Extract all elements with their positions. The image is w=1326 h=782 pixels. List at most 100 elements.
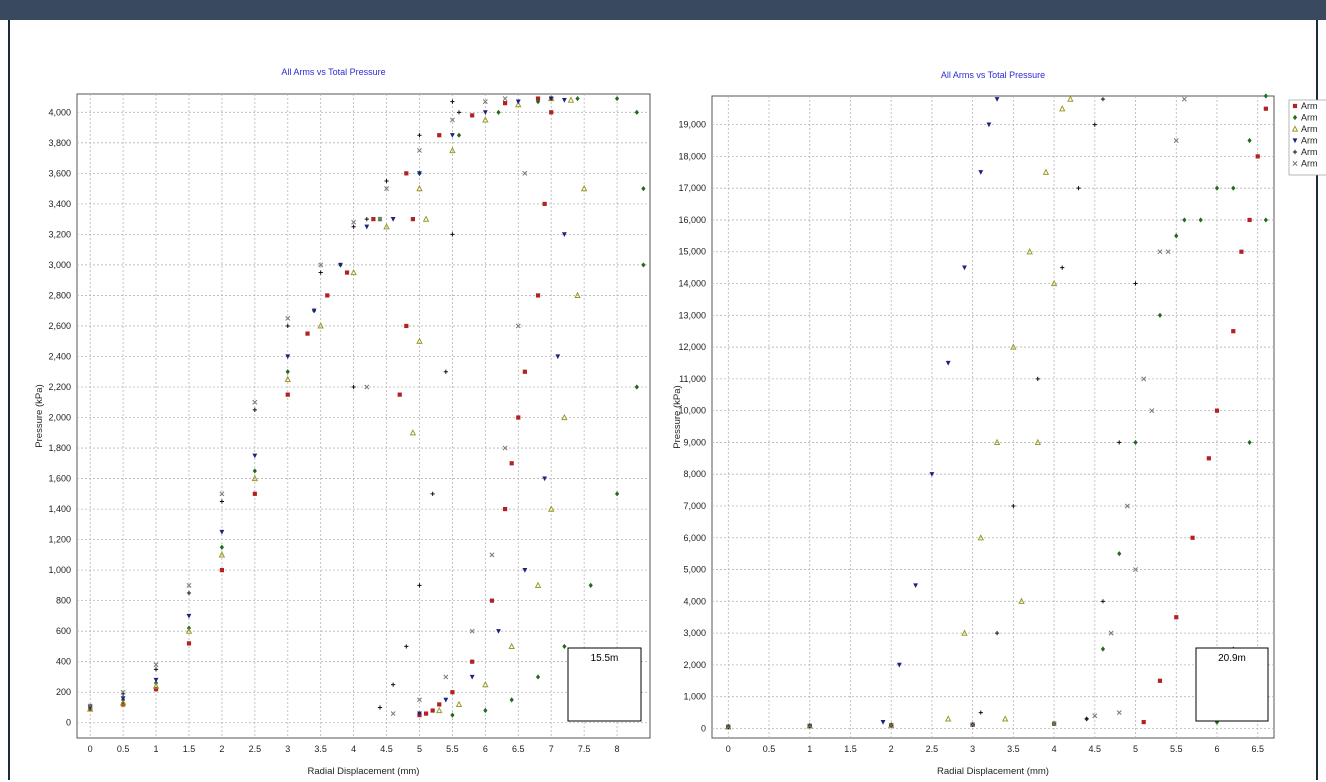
x-tick-label: 4 (351, 744, 356, 754)
data-point (318, 262, 324, 268)
y-tick-label: 4,000 (48, 107, 71, 117)
x-tick-label: 0.5 (117, 744, 130, 754)
y-axis-label: Pressure (kPa) (672, 385, 683, 448)
data-point (1100, 646, 1106, 652)
data-point (456, 110, 462, 115)
data-point (1100, 97, 1106, 102)
data-point (641, 262, 646, 268)
data-point (449, 117, 455, 123)
data-point (542, 201, 547, 206)
depth-annotation-box (567, 647, 642, 722)
data-point (338, 262, 343, 268)
y-tick-label: 1,600 (48, 474, 71, 484)
data-point (522, 170, 528, 176)
x-tick-label: 4 (1052, 744, 1057, 754)
data-point (87, 703, 93, 709)
data-point (1050, 279, 1058, 287)
legend-box (1288, 99, 1326, 176)
data-point (219, 529, 225, 535)
x-tick-label: 1.5 (844, 744, 857, 754)
data-point (725, 724, 731, 730)
data-point (1060, 265, 1065, 270)
y-tick-label: 19,000 (678, 120, 706, 130)
data-point (970, 722, 976, 728)
data-point (219, 544, 224, 550)
data-point (994, 97, 1000, 102)
data-point (1141, 376, 1147, 382)
data-point (503, 506, 508, 512)
data-point (456, 132, 462, 138)
data-point (285, 354, 291, 360)
data-point (1206, 456, 1211, 461)
data-point (502, 96, 508, 102)
plot-area (711, 95, 1275, 739)
data-point (305, 331, 310, 336)
data-point (437, 702, 442, 707)
data-point (317, 322, 324, 329)
data-point (1092, 122, 1097, 127)
y-tick-label: 12,000 (678, 342, 706, 352)
data-point (1173, 138, 1179, 143)
chart-title: All Arms vs Total Pressure (281, 67, 385, 77)
data-point (580, 184, 588, 192)
legend-entry: Arm (1301, 147, 1318, 157)
data-point (993, 438, 1001, 446)
data-point (641, 186, 646, 192)
data-point (86, 705, 94, 712)
data-point (896, 662, 902, 668)
data-point (390, 711, 396, 717)
data-point (430, 708, 435, 713)
data-point (614, 95, 620, 102)
legend-entry: Arm (1301, 113, 1318, 123)
data-point (121, 702, 126, 707)
legend-entry: Arm (1301, 159, 1318, 169)
window-title-bar (0, 0, 1326, 20)
data-point (1042, 168, 1050, 175)
chart-title: All Arms vs Total Pressure (941, 70, 1045, 80)
series-5 (725, 96, 1187, 730)
depth-annotation-text: 20.9m (1218, 653, 1246, 664)
data-point (1190, 535, 1195, 540)
data-point (410, 217, 415, 222)
x-tick-label: 1 (807, 744, 812, 754)
data-point (1133, 567, 1138, 573)
data-point (252, 453, 258, 459)
data-point (1133, 281, 1138, 286)
data-point (542, 476, 548, 482)
data-point (469, 628, 475, 634)
data-point (1092, 713, 1098, 719)
data-point (120, 689, 126, 695)
data-point (978, 710, 983, 715)
data-point (535, 674, 541, 680)
legend-marker (1292, 103, 1298, 109)
data-point (515, 100, 522, 108)
data-point (555, 354, 561, 360)
data-point (929, 472, 935, 477)
data-point (1174, 615, 1179, 620)
legend-marker (1292, 149, 1298, 155)
data-point (509, 461, 514, 466)
data-point (1247, 439, 1252, 446)
data-point (535, 293, 541, 298)
data-point (1263, 217, 1268, 223)
data-point (547, 505, 555, 512)
data-point (153, 662, 159, 668)
y-tick-label: 3,400 (48, 199, 71, 209)
data-point (416, 184, 423, 192)
series-4 (726, 97, 1138, 729)
data-point (1035, 376, 1040, 381)
x-tick-label: 3 (970, 744, 975, 754)
data-point (489, 598, 495, 603)
x-tick-label: 4.5 (1089, 744, 1102, 754)
data-point (1157, 678, 1163, 683)
data-point (404, 323, 409, 329)
data-point (416, 337, 423, 344)
data-point (1034, 438, 1042, 446)
content-frame (8, 20, 1318, 780)
y-tick-label: 1,000 (48, 565, 71, 575)
y-tick-label: 15,000 (678, 247, 706, 257)
data-point (153, 677, 159, 683)
data-point (1149, 408, 1155, 414)
data-point (1157, 249, 1163, 255)
